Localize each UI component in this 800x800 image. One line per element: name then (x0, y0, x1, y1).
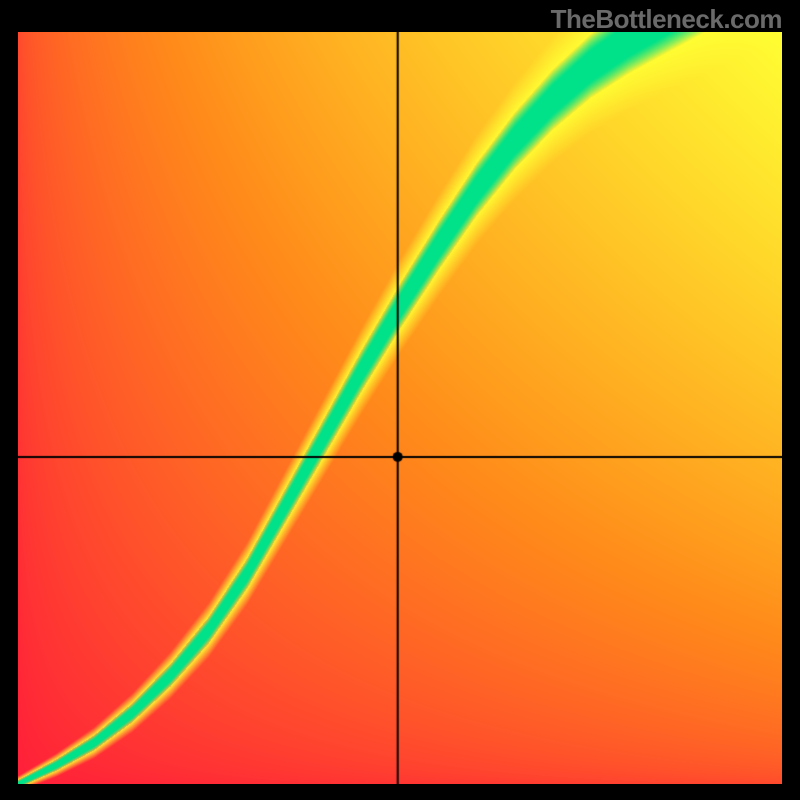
plot-area (18, 32, 782, 784)
chart-container: TheBottleneck.com (0, 0, 800, 800)
heatmap-canvas (18, 32, 782, 784)
watermark-text: TheBottleneck.com (551, 4, 782, 35)
